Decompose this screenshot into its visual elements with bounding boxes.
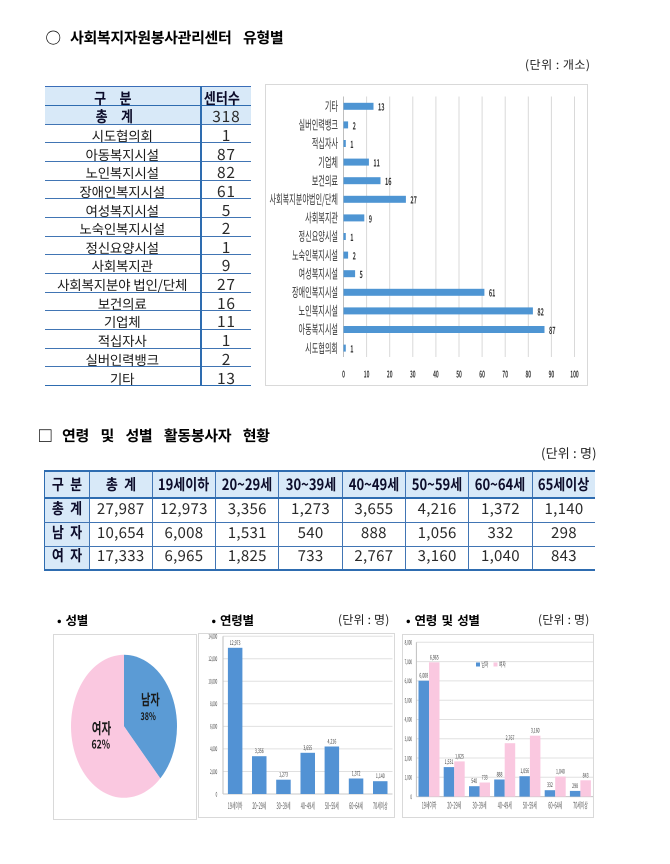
svg-text:2,000: 2,000 <box>405 754 413 763</box>
svg-text:6,000: 6,000 <box>210 722 217 731</box>
svg-text:장애인복지시설: 장애인복지시설 <box>292 283 338 302</box>
svg-text:1,040: 1,040 <box>556 767 565 776</box>
svg-text:62%: 62% <box>92 736 110 753</box>
svg-text:20: 20 <box>387 367 393 381</box>
svg-text:50~59세: 50~59세 <box>523 798 537 811</box>
svg-text:298: 298 <box>572 782 578 791</box>
svg-text:1,140: 1,140 <box>376 772 385 781</box>
svg-text:16: 16 <box>385 175 392 189</box>
svg-text:87: 87 <box>549 324 556 338</box>
svg-text:6,008: 6,008 <box>419 672 428 681</box>
svg-text:30~39세: 30~39세 <box>277 799 291 812</box>
svg-text:1,372: 1,372 <box>352 769 361 778</box>
svg-text:38%: 38% <box>141 708 157 723</box>
svg-text:2: 2 <box>353 250 356 264</box>
svg-text:0: 0 <box>342 367 345 381</box>
svg-text:20~29세: 20~29세 <box>252 799 266 812</box>
svg-text:4,000: 4,000 <box>210 745 217 754</box>
svg-text:50~59세: 50~59세 <box>325 799 339 812</box>
svg-text:10,000: 10,000 <box>208 677 217 686</box>
svg-text:843: 843 <box>583 771 589 780</box>
svg-text:11: 11 <box>373 157 380 171</box>
svg-text:40~49세: 40~49세 <box>498 798 512 811</box>
svg-text:70세이상: 70세이상 <box>573 798 588 811</box>
svg-text:3,000: 3,000 <box>405 735 413 744</box>
svg-text:3,655: 3,655 <box>303 744 312 753</box>
svg-text:시도협의회: 시도협의회 <box>305 339 338 358</box>
svg-text:2,767: 2,767 <box>506 734 515 743</box>
svg-text:2,000: 2,000 <box>210 767 217 776</box>
svg-text:20~29세: 20~29세 <box>447 798 461 811</box>
svg-text:13: 13 <box>378 101 385 115</box>
svg-text:60~64세: 60~64세 <box>349 799 363 812</box>
svg-text:3,356: 3,356 <box>255 747 264 756</box>
svg-text:70세이상: 70세이상 <box>373 799 388 812</box>
svg-text:540: 540 <box>471 777 477 786</box>
svg-text:12,000: 12,000 <box>208 655 217 664</box>
svg-text:3,160: 3,160 <box>531 727 540 736</box>
svg-text:8,000: 8,000 <box>210 700 217 709</box>
svg-text:기타: 기타 <box>325 97 338 116</box>
svg-text:888: 888 <box>497 770 503 779</box>
svg-text:1: 1 <box>350 138 353 152</box>
svg-text:여자: 여자 <box>92 716 111 738</box>
svg-text:노숙인복지시설: 노숙인복지시설 <box>292 246 338 265</box>
svg-text:61: 61 <box>489 287 496 301</box>
svg-text:2: 2 <box>353 119 356 133</box>
svg-text:14,000: 14,000 <box>208 633 217 641</box>
svg-text:10: 10 <box>364 367 370 381</box>
svg-text:82: 82 <box>537 305 544 319</box>
svg-text:8,000: 8,000 <box>405 638 413 647</box>
svg-text:6,965: 6,965 <box>430 653 439 662</box>
svg-text:정신요양시설: 정신요양시설 <box>299 228 338 247</box>
svg-text:남자: 남자 <box>141 687 160 709</box>
svg-text:90: 90 <box>549 367 555 381</box>
svg-text:6,000: 6,000 <box>405 677 413 686</box>
svg-text:19세이하: 19세이하 <box>422 798 437 811</box>
svg-text:27: 27 <box>410 194 417 208</box>
svg-text:1,056: 1,056 <box>520 767 529 776</box>
svg-text:여성복지시설: 여성복지시설 <box>299 265 338 284</box>
svg-text:40: 40 <box>433 367 439 381</box>
svg-text:1,273: 1,273 <box>279 771 288 780</box>
svg-text:30: 30 <box>410 367 416 381</box>
svg-text:100: 100 <box>570 367 579 381</box>
svg-text:1: 1 <box>350 231 353 245</box>
svg-text:1,825: 1,825 <box>455 752 464 761</box>
svg-text:70: 70 <box>502 367 508 381</box>
svg-text:실버인력뱅크: 실버인력뱅크 <box>299 116 339 135</box>
svg-text:아동복지시설: 아동복지시설 <box>299 321 338 340</box>
svg-text:12,973: 12,973 <box>230 639 241 648</box>
svg-text:적십자사: 적십자사 <box>312 135 339 154</box>
svg-text:남자: 남자 <box>482 658 489 669</box>
svg-text:기업체: 기업체 <box>318 153 338 172</box>
svg-text:60: 60 <box>479 367 485 381</box>
svg-text:9: 9 <box>369 212 372 226</box>
svg-text:30~39세: 30~39세 <box>473 798 487 811</box>
svg-text:1,000: 1,000 <box>405 773 413 782</box>
svg-text:노인복지시설: 노인복지시설 <box>299 302 338 321</box>
svg-text:5,000: 5,000 <box>405 696 413 705</box>
svg-text:사회복지관: 사회복지관 <box>305 209 338 228</box>
svg-text:332: 332 <box>547 781 553 790</box>
svg-text:0: 0 <box>410 792 412 801</box>
svg-text:0: 0 <box>216 790 218 799</box>
svg-text:4,000: 4,000 <box>405 715 413 724</box>
svg-text:보건의료: 보건의료 <box>312 172 339 191</box>
svg-text:1: 1 <box>350 343 353 357</box>
svg-text:7,000: 7,000 <box>405 657 413 666</box>
svg-text:4,216: 4,216 <box>328 737 337 746</box>
svg-text:50: 50 <box>456 367 462 381</box>
svg-text:40~49세: 40~49세 <box>301 799 315 812</box>
svg-text:1,531: 1,531 <box>445 758 454 767</box>
svg-text:19세이하: 19세이하 <box>228 799 243 812</box>
svg-text:80: 80 <box>525 367 531 381</box>
svg-text:60~64세: 60~64세 <box>548 798 562 811</box>
svg-text:사회복지분야법인/단체: 사회복지분야법인/단체 <box>269 190 338 209</box>
svg-text:5: 5 <box>360 268 363 282</box>
svg-text:여자: 여자 <box>499 658 506 669</box>
svg-text:733: 733 <box>482 773 488 782</box>
